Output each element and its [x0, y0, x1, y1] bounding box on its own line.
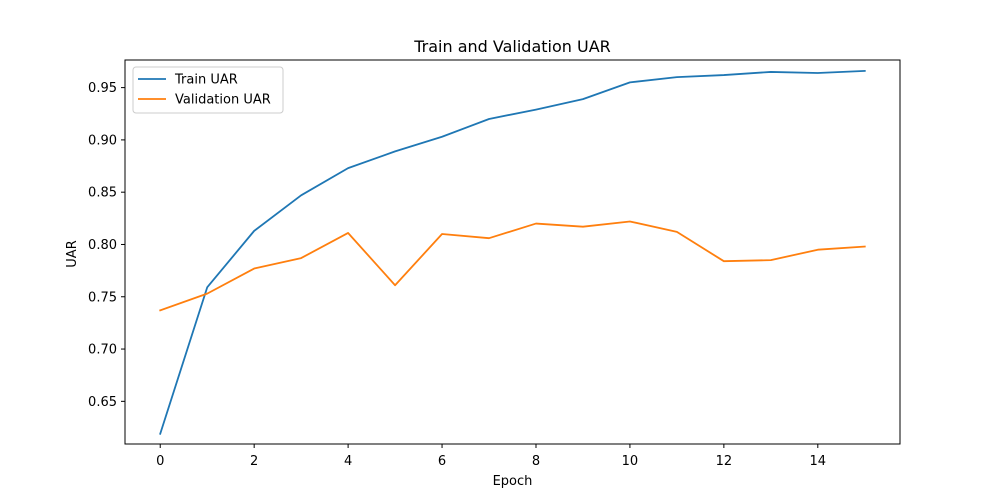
x-tick-label: 2	[250, 454, 258, 469]
x-tick-label: 6	[438, 454, 446, 469]
legend-box	[132, 66, 284, 114]
chart-title: Train and Validation UAR	[413, 37, 611, 56]
x-tick-label: 4	[344, 454, 352, 469]
plot-frame	[124, 59, 901, 445]
y-tick-label: 0.90	[88, 133, 117, 148]
legend-label-0: Train UAR	[174, 73, 238, 88]
legend: Train UAR Validation UAR	[132, 66, 284, 114]
x-tick-label: 14	[810, 454, 827, 469]
y-tick-label: 0.75	[88, 290, 117, 305]
series-line-0	[159, 69, 866, 435]
y-axis-label: UAR	[65, 240, 80, 267]
x-axis-label: Epoch	[493, 474, 533, 489]
legend-label-1: Validation UAR	[175, 93, 271, 108]
plot-area: 0 2 4 6 8 10 12 14 0.65 0.70 0.75 0.80 0.85 0.90 0.95	[88, 59, 901, 469]
y-tick-label: 0.65	[88, 395, 117, 410]
x-tick-label: 8	[532, 454, 540, 469]
y-tick-label: 0.95	[88, 81, 117, 96]
y-tick-label: 0.70	[88, 343, 117, 358]
x-tick-label: 10	[622, 454, 639, 469]
y-tick-label: 0.80	[88, 238, 117, 253]
series-line-1	[159, 220, 866, 312]
y-tick-label: 0.85	[88, 186, 117, 201]
x-tick-label: 0	[156, 454, 164, 469]
x-tick-label: 12	[716, 454, 733, 469]
